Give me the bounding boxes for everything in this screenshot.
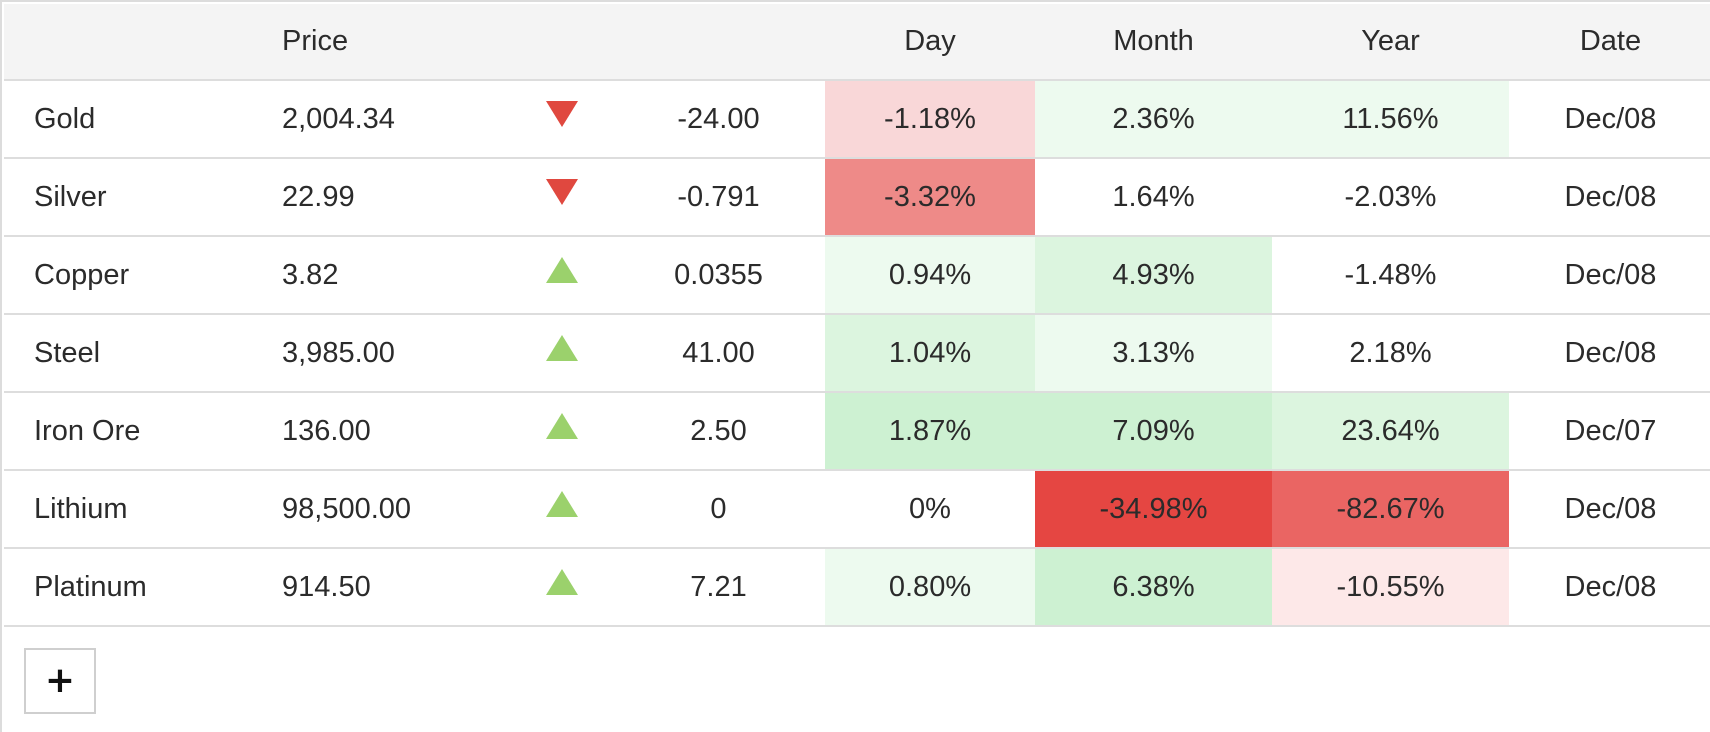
direction-cell [512,392,612,471]
triangle-up-icon [546,412,578,439]
direction-cell [512,158,612,237]
month-change-cell: 2.36% [1035,80,1272,159]
year-change-cell: 2.18% [1272,314,1509,393]
table-row[interactable]: Lithium 98,500.00 0 0% -34.98% -82.67% Dec/08 [4,470,1710,549]
commodity-name: Silver [4,158,282,237]
change-cell: -24.00 [612,80,825,159]
month-change-cell: 6.38% [1035,548,1272,627]
year-change-cell: 11.56% [1272,80,1509,159]
price-cell: 3.82 [282,236,512,315]
date-cell: Dec/08 [1509,470,1710,549]
price-cell: 22.99 [282,158,512,237]
header-month[interactable]: Month [1035,4,1272,81]
day-change-cell: 0% [825,470,1035,549]
date-cell: Dec/08 [1509,158,1710,237]
change-cell: 41.00 [612,314,825,393]
direction-cell [512,548,612,627]
triangle-up-icon [546,490,578,517]
date-cell: Dec/08 [1509,548,1710,627]
header-day[interactable]: Day [825,4,1035,81]
year-change-cell: 23.64% [1272,392,1509,471]
header-date[interactable]: Date [1509,4,1710,81]
day-change-cell: 1.04% [825,314,1035,393]
month-change-cell: -34.98% [1035,470,1272,549]
table-row[interactable]: Copper 3.82 0.0355 0.94% 4.93% -1.48% Dec/08 [4,236,1710,315]
header-price[interactable]: Price [282,4,512,81]
header-row: Price Day Month Year Date [4,4,1710,81]
header-name[interactable] [4,4,282,81]
date-cell: Dec/08 [1509,314,1710,393]
date-cell: Dec/08 [1509,80,1710,159]
price-cell: 914.50 [282,548,512,627]
year-change-cell: -82.67% [1272,470,1509,549]
triangle-up-icon [546,568,578,595]
month-change-cell: 1.64% [1035,158,1272,237]
month-change-cell: 7.09% [1035,392,1272,471]
price-cell: 3,985.00 [282,314,512,393]
header-arrow [512,4,612,81]
day-change-cell: -1.18% [825,80,1035,159]
header-year[interactable]: Year [1272,4,1509,81]
triangle-down-icon [546,178,578,205]
direction-cell [512,314,612,393]
month-change-cell: 4.93% [1035,236,1272,315]
direction-cell [512,80,612,159]
commodity-name: Copper [4,236,282,315]
day-change-cell: 0.94% [825,236,1035,315]
day-change-cell: 1.87% [825,392,1035,471]
month-change-cell: 3.13% [1035,314,1272,393]
header-change[interactable] [612,4,825,81]
day-change-cell: 0.80% [825,548,1035,627]
price-cell: 98,500.00 [282,470,512,549]
table-row[interactable]: Steel 3,985.00 41.00 1.04% 3.13% 2.18% Dec/08 [4,314,1710,393]
commodity-name: Gold [4,80,282,159]
year-change-cell: -10.55% [1272,548,1509,627]
triangle-down-icon [546,100,578,127]
table-row[interactable]: Iron Ore 136.00 2.50 1.87% 7.09% 23.64% Dec/07 [4,392,1710,471]
date-cell: Dec/08 [1509,236,1710,315]
change-cell: 0.0355 [612,236,825,315]
change-cell: -0.791 [612,158,825,237]
commodities-table: Price Day Month Year Date Gold 2,004.34 -2… [4,4,1710,627]
change-cell: 7.21 [612,548,825,627]
triangle-up-icon [546,334,578,361]
commodity-name: Platinum [4,548,282,627]
add-row-button[interactable]: + [24,648,96,714]
table-row[interactable]: Silver 22.99 -0.791 -3.32% 1.64% -2.03% Dec/08 [4,158,1710,237]
direction-cell [512,236,612,315]
triangle-up-icon [546,256,578,283]
commodity-name: Steel [4,314,282,393]
commodity-name: Iron Ore [4,392,282,471]
direction-cell [512,470,612,549]
year-change-cell: -1.48% [1272,236,1509,315]
day-change-cell: -3.32% [825,158,1035,237]
change-cell: 0 [612,470,825,549]
table-row[interactable]: Gold 2,004.34 -24.00 -1.18% 2.36% 11.56% Dec/0… [4,80,1710,159]
date-cell: Dec/07 [1509,392,1710,471]
price-cell: 2,004.34 [282,80,512,159]
commodity-name: Lithium [4,470,282,549]
year-change-cell: -2.03% [1272,158,1509,237]
change-cell: 2.50 [612,392,825,471]
table-row[interactable]: Platinum 914.50 7.21 0.80% 6.38% -10.55% Dec/0… [4,548,1710,627]
price-cell: 136.00 [282,392,512,471]
